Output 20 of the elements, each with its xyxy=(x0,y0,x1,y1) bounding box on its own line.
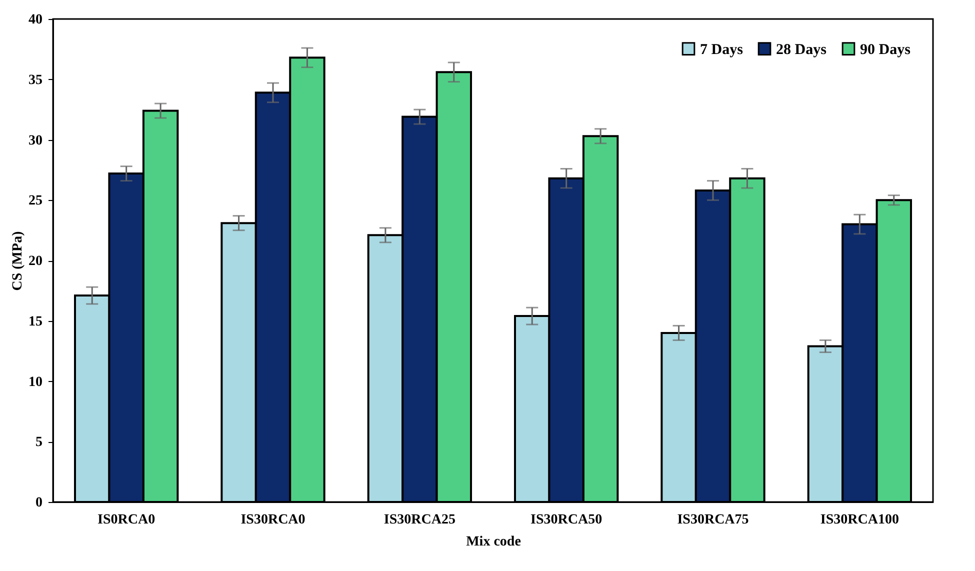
legend-label: 90 Days xyxy=(860,42,911,58)
x-tick-label: IS30RCA100 xyxy=(820,512,899,528)
y-tick-label: 5 xyxy=(36,435,42,450)
y-tick-label: 25 xyxy=(28,194,42,209)
y-tick-label: 30 xyxy=(28,133,42,148)
x-tick-label: IS30RCA50 xyxy=(530,512,602,528)
x-tick-label: IS0RCA0 xyxy=(98,512,156,528)
legend-label: 28 Days xyxy=(776,42,827,58)
y-axis-title: CS (MPa) xyxy=(10,230,26,291)
x-tick-label: IS30RCA0 xyxy=(240,512,306,528)
y-tick-label: 40 xyxy=(28,12,42,28)
y-tick-label: 20 xyxy=(28,254,42,269)
x-tick-label: IS30RCA75 xyxy=(677,512,749,528)
x-axis-title: Mix code xyxy=(466,534,521,550)
x-tick-label: IS30RCA25 xyxy=(384,512,456,528)
y-tick-label: 10 xyxy=(28,374,42,390)
y-tick-label: 35 xyxy=(28,72,42,88)
y-tick-label: 15 xyxy=(28,314,42,330)
legend-label: 7 Days xyxy=(700,42,744,58)
y-tick-label: 0 xyxy=(36,496,42,510)
